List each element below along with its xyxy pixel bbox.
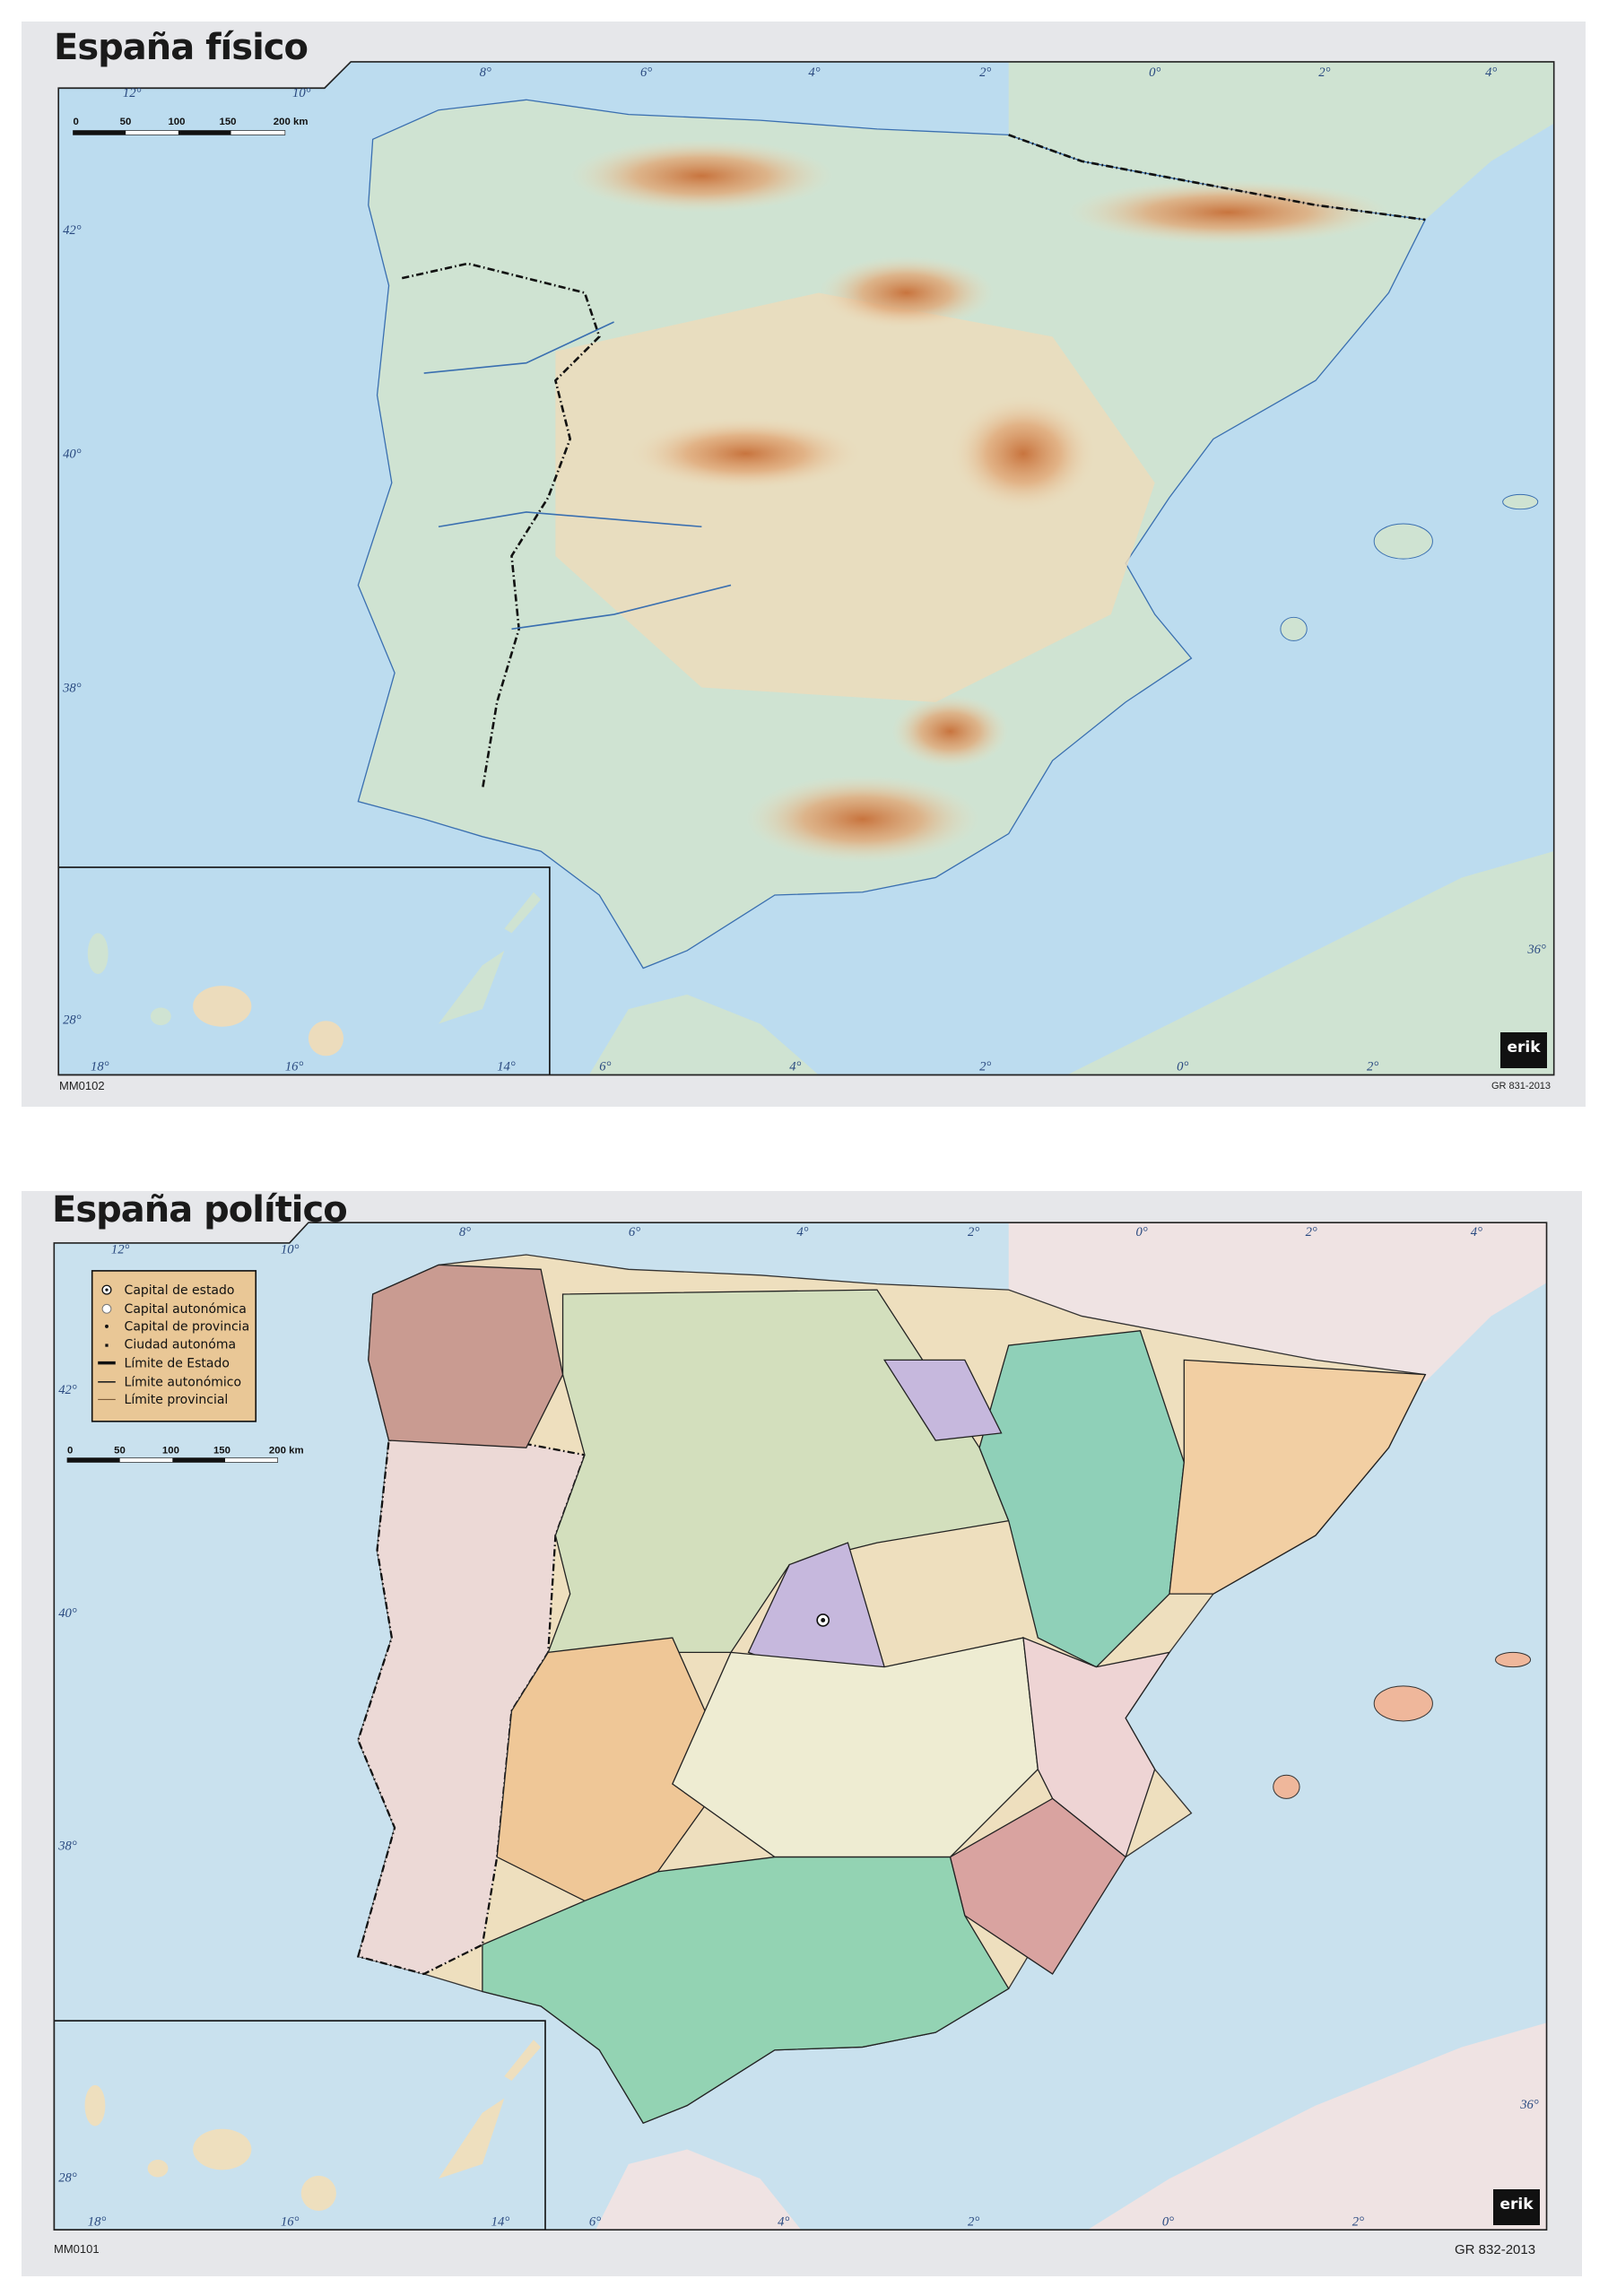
- svg-text:50: 50: [120, 117, 132, 127]
- svg-text:14°: 14°: [491, 2214, 510, 2229]
- svg-text:2°: 2°: [979, 65, 991, 80]
- svg-text:150: 150: [220, 117, 237, 127]
- canary-inset-political: [54, 2020, 546, 2231]
- svg-text:40°: 40°: [58, 1606, 77, 1621]
- svg-text:10°: 10°: [292, 86, 311, 100]
- svg-text:8°: 8°: [480, 65, 491, 80]
- svg-text:10°: 10°: [281, 1242, 300, 1257]
- physical-map-code: MM0102: [59, 1079, 105, 1092]
- political-degree-labels: 12° 10° 8° 6° 4° 2° 0° 2° 4° 42° 40° 38°…: [57, 1225, 1539, 2230]
- svg-text:36°: 36°: [1519, 2098, 1539, 2112]
- svg-text:200 km: 200 km: [269, 1446, 304, 1457]
- svg-text:2°: 2°: [1306, 1225, 1317, 1239]
- political-scale-bar: 0 50 100 150 200 km: [66, 1446, 304, 1463]
- svg-text:0°: 0°: [1136, 1225, 1148, 1239]
- svg-text:Ciudad autonóma: Ciudad autonóma: [125, 1337, 237, 1352]
- svg-text:0°: 0°: [1162, 2214, 1174, 2229]
- svg-text:150: 150: [213, 1446, 230, 1457]
- political-map-code: MM0101: [54, 2242, 100, 2256]
- svg-text:Capital de provincia: Capital de provincia: [125, 1320, 250, 1335]
- svg-text:28°: 28°: [58, 2170, 77, 2185]
- political-map-title: España político: [52, 1189, 348, 1231]
- svg-text:6°: 6°: [640, 65, 652, 80]
- svg-text:4°: 4°: [796, 1225, 808, 1239]
- africa-east-land: [1052, 848, 1554, 1075]
- svg-text:50: 50: [114, 1446, 126, 1457]
- svg-text:2°: 2°: [1318, 65, 1330, 80]
- svg-text:4°: 4°: [808, 65, 820, 80]
- andalucia: [482, 1856, 1010, 2125]
- galicia: [368, 1264, 564, 1448]
- la-rioja: [882, 1359, 1003, 1441]
- svg-text:2°: 2°: [1352, 2214, 1364, 2229]
- svg-text:16°: 16°: [285, 1060, 304, 1074]
- svg-text:0: 0: [67, 1446, 73, 1457]
- political-map: [54, 1222, 1547, 2231]
- svg-text:Límite autonómico: Límite autonómico: [125, 1376, 242, 1390]
- svg-text:18°: 18°: [88, 2214, 107, 2229]
- svg-text:4°: 4°: [1485, 65, 1497, 80]
- svg-text:38°: 38°: [62, 681, 82, 695]
- svg-text:0: 0: [74, 117, 79, 127]
- svg-text:6°: 6°: [629, 1225, 640, 1239]
- svg-text:Capital autonómica: Capital autonómica: [125, 1302, 247, 1317]
- physical-scale-bar: 0 50 100 150 200 km: [73, 117, 309, 135]
- svg-text:40°: 40°: [63, 448, 82, 462]
- svg-text:6°: 6°: [589, 2214, 601, 2229]
- pyrenees-border: [1008, 134, 1426, 222]
- physical-degree-labels: 12° 10° 8° 6° 4° 2° 0° 2° 4° 42° 40° 38°…: [62, 65, 1546, 1074]
- svg-text:42°: 42°: [63, 223, 82, 238]
- svg-text:Límite de Estado: Límite de Estado: [125, 1357, 230, 1371]
- svg-text:2°: 2°: [979, 1060, 991, 1074]
- svg-text:28°: 28°: [63, 1013, 82, 1027]
- svg-text:0°: 0°: [1177, 1060, 1188, 1074]
- svg-text:4°: 4°: [778, 2214, 789, 2229]
- portugal-border: [401, 262, 601, 790]
- erik-logo-political: erik: [1493, 2189, 1540, 2225]
- physical-map: [58, 61, 1554, 1075]
- catalonia: [1169, 1359, 1427, 1595]
- castilla-la-mancha: [671, 1637, 1039, 1858]
- svg-text:100: 100: [168, 117, 185, 127]
- svg-text:Capital de estado: Capital de estado: [125, 1283, 235, 1298]
- svg-text:18°: 18°: [91, 1060, 109, 1074]
- canary-inset: [58, 866, 551, 1075]
- svg-text:42°: 42°: [58, 1383, 77, 1397]
- svg-text:12°: 12°: [111, 1242, 130, 1257]
- svg-text:6°: 6°: [599, 1060, 611, 1074]
- svg-text:0°: 0°: [1149, 65, 1160, 80]
- svg-text:38°: 38°: [57, 1839, 77, 1853]
- political-map-frame: [53, 1222, 1548, 2231]
- france-land: [1008, 61, 1554, 220]
- svg-text:4°: 4°: [1471, 1225, 1482, 1239]
- physical-map-registration: GR 831-2013: [1491, 1081, 1552, 1091]
- svg-text:100: 100: [162, 1446, 179, 1457]
- mallorca: [1373, 523, 1433, 560]
- political-map-registration: GR 832-2013: [1455, 2242, 1536, 2257]
- svg-text:8°: 8°: [459, 1225, 471, 1239]
- physical-map-frame: [57, 61, 1555, 1076]
- svg-text:16°: 16°: [281, 2214, 300, 2229]
- svg-text:12°: 12°: [123, 86, 142, 100]
- svg-text:2°: 2°: [968, 1225, 979, 1239]
- africa-land: [585, 994, 819, 1075]
- svg-text:Límite provincial: Límite provincial: [125, 1393, 229, 1407]
- svg-text:2°: 2°: [968, 2214, 979, 2229]
- erik-logo: erik: [1500, 1032, 1547, 1068]
- physical-map-title: España físico: [54, 27, 309, 68]
- svg-text:200 km: 200 km: [274, 117, 309, 127]
- svg-text:4°: 4°: [789, 1060, 801, 1074]
- svg-text:36°: 36°: [1526, 943, 1546, 957]
- svg-text:14°: 14°: [497, 1060, 516, 1074]
- political-legend: Capital de estado Capital autonómica Cap…: [91, 1270, 257, 1422]
- svg-text:2°: 2°: [1367, 1060, 1378, 1074]
